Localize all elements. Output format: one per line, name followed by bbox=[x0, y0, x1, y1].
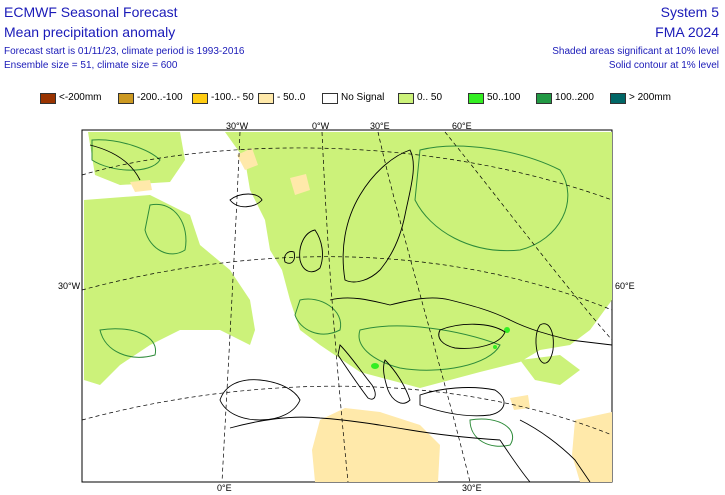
forecast-period: FMA 2024 bbox=[655, 24, 719, 40]
legend-label: 0.. 50 bbox=[417, 92, 443, 103]
lon-label-top-4: 60°E bbox=[452, 121, 472, 131]
lon-label-top-1: 30°W bbox=[226, 121, 249, 131]
system-label: System 5 bbox=[660, 4, 719, 20]
legend-swatch bbox=[398, 93, 414, 104]
forecast-start-info: Forecast start is 01/11/23, climate peri… bbox=[4, 46, 245, 57]
contour-note: Solid contour at 1% level bbox=[608, 60, 719, 71]
legend-label: > 200mm bbox=[629, 92, 671, 103]
legend-swatch bbox=[468, 93, 484, 104]
anomaly-title: Mean precipitation anomaly bbox=[4, 24, 176, 40]
legend-swatch bbox=[40, 93, 56, 104]
legend-label: <-200mm bbox=[59, 92, 102, 103]
legend-swatch bbox=[258, 93, 274, 104]
significance-contours bbox=[91, 139, 569, 447]
legend-label: -100..- 50 bbox=[211, 92, 254, 103]
lon-label-bottom-2: 30°E bbox=[462, 483, 482, 493]
negative-anomaly-areas bbox=[130, 148, 612, 482]
legend-label: 50..100 bbox=[487, 92, 521, 103]
lat-label-left: 30°W bbox=[58, 281, 81, 291]
legend-swatch bbox=[118, 93, 134, 104]
significance-note: Shaded areas significant at 10% level bbox=[552, 46, 719, 57]
legend-swatch bbox=[322, 93, 338, 104]
legend-label: -200..-100 bbox=[137, 92, 183, 103]
legend-label: No Signal bbox=[341, 92, 385, 103]
positive-anomaly-areas bbox=[84, 132, 612, 388]
legend-swatch bbox=[192, 93, 208, 104]
axis-labels: 30°W 0°W 30°E 60°E 30°W 60°E 0°E 30°E bbox=[58, 121, 635, 493]
coastlines bbox=[89, 144, 613, 483]
legend-label: - 50..0 bbox=[277, 92, 306, 103]
graticule bbox=[81, 131, 613, 483]
lon-label-top-3: 30°E bbox=[370, 121, 390, 131]
lat-label-right: 60°E bbox=[615, 281, 635, 291]
lon-label-top-2: 0°W bbox=[312, 121, 330, 131]
legend-label: 100..200 bbox=[555, 92, 594, 103]
forecast-title: ECMWF Seasonal Forecast bbox=[4, 4, 178, 20]
strong-positive-spots bbox=[371, 327, 510, 369]
lon-label-bottom-1: 0°E bbox=[217, 483, 232, 493]
ensemble-info: Ensemble size = 51, climate size = 600 bbox=[4, 60, 178, 71]
legend-swatch bbox=[610, 93, 626, 104]
legend-swatch bbox=[536, 93, 552, 104]
